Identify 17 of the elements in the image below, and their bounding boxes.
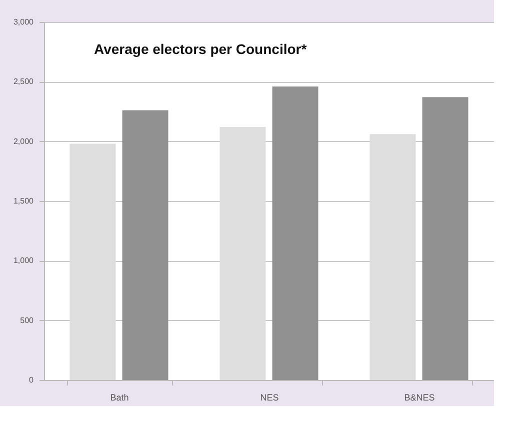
x-tick-label: Bath [110,392,129,402]
y-tick-label: 0 [29,376,34,384]
y-tick-label: 500 [20,316,34,325]
y-tick-label: 3,000 [13,18,34,26]
y-tick-label: 2,000 [13,136,34,146]
y-tick-label: 1,000 [13,256,34,266]
bar [272,86,318,380]
bar [370,134,416,380]
x-tick-label: NES [260,392,279,402]
y-tick-label: 1,500 [13,196,34,206]
text: Average electors per Councilor* [94,41,308,57]
bar [122,110,168,380]
y-tick-label: 2,500 [13,77,34,86]
bar [422,97,468,380]
bar [220,127,266,380]
bar [70,144,116,380]
x-tick-label: B&NES [404,392,435,402]
